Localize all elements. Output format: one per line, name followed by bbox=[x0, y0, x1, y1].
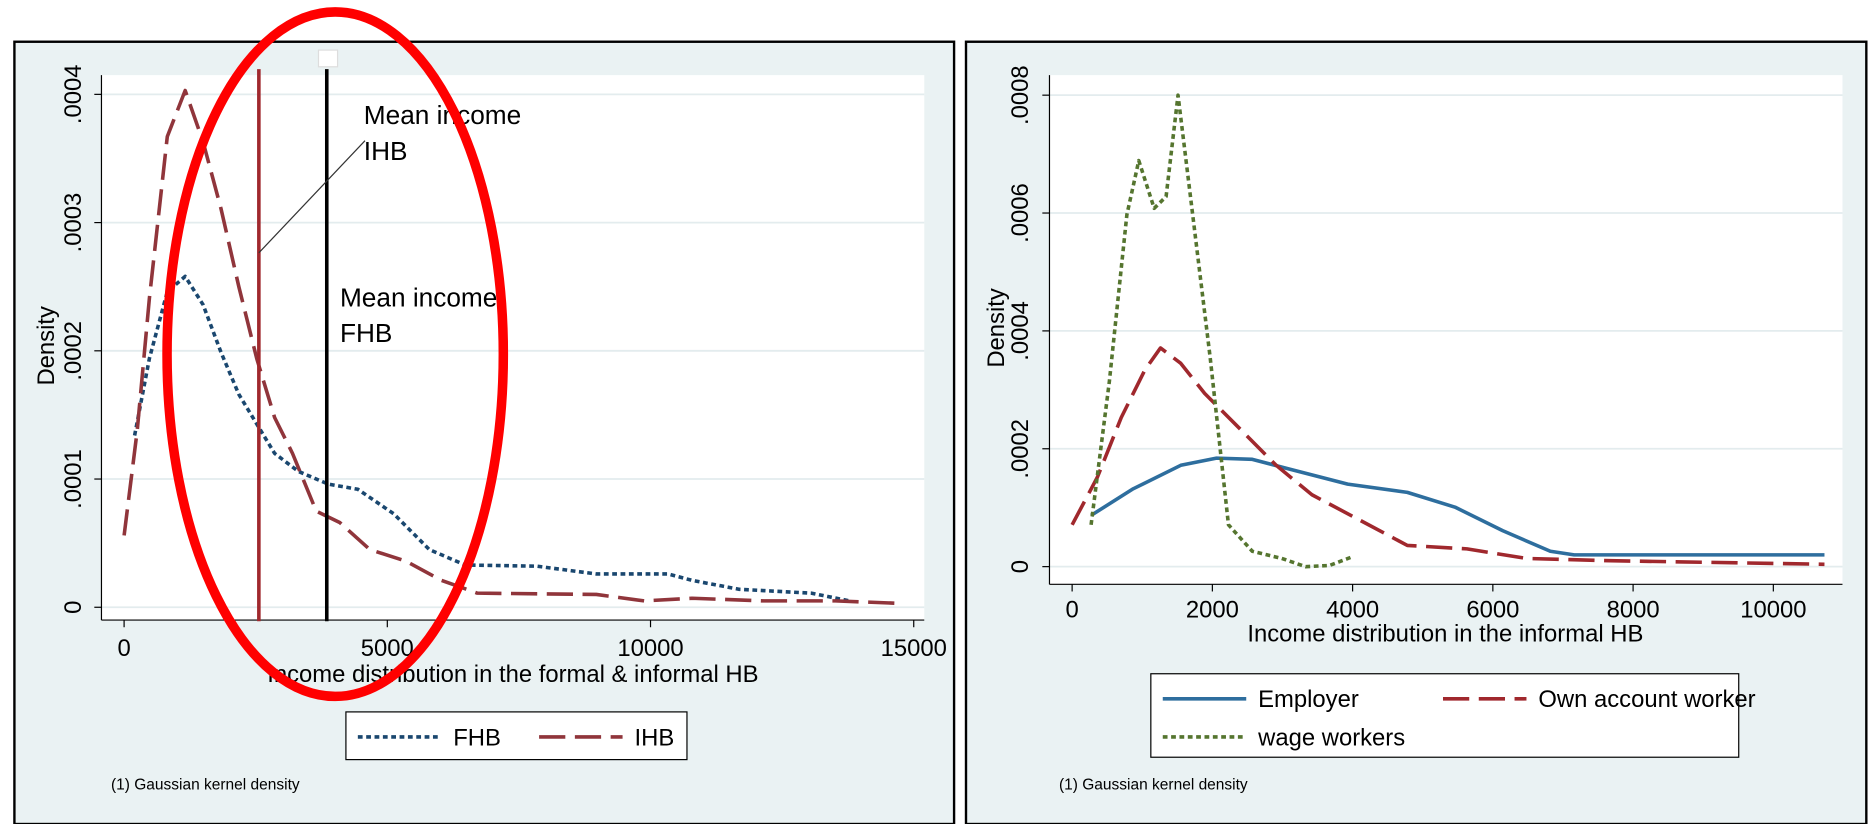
density-line bbox=[132, 274, 850, 603]
marker bbox=[317, 49, 339, 68]
y-tick-label: .0003 bbox=[60, 193, 87, 253]
density-line bbox=[1089, 93, 1352, 569]
x-tick-label: 6000 bbox=[1466, 597, 1519, 624]
plot-area bbox=[101, 75, 925, 621]
y-tick-label: 0 bbox=[1007, 560, 1034, 573]
y-tick-label: 0 bbox=[60, 601, 87, 614]
x-axis-label: Income distribution in the informal HB bbox=[1247, 621, 1643, 648]
note: (1) Gaussian kernel density bbox=[1059, 776, 1248, 793]
legend-label: Employer bbox=[1258, 686, 1359, 713]
y-tick-label: .0008 bbox=[1007, 65, 1034, 125]
y-axis-label: Density bbox=[33, 306, 60, 386]
annotation: Mean income bbox=[364, 100, 521, 130]
note: (1) Gaussian kernel density bbox=[111, 776, 300, 793]
y-tick-label: .0002 bbox=[60, 321, 87, 381]
annotation-pointer bbox=[258, 140, 366, 254]
annotation: FHB bbox=[340, 318, 392, 348]
x-tick-label: 4000 bbox=[1326, 597, 1379, 624]
y-tick-label: .0004 bbox=[60, 65, 87, 125]
y-tick-label: .0006 bbox=[1007, 183, 1034, 243]
y-tick-label: .0004 bbox=[1007, 301, 1034, 361]
annotation: IHB bbox=[364, 136, 408, 166]
y-tick-label: .0002 bbox=[1007, 419, 1034, 479]
x-tick-label: 10000 bbox=[1740, 597, 1806, 624]
x-axis-label: Income distribution in the formal & info… bbox=[267, 661, 758, 688]
x-tick-label: 0 bbox=[1065, 597, 1078, 624]
density-line bbox=[1070, 346, 1825, 567]
legend-label: IHB bbox=[634, 724, 674, 751]
x-tick-label: 0 bbox=[117, 635, 130, 662]
density-line bbox=[122, 88, 901, 606]
x-tick-label: 5000 bbox=[361, 635, 414, 662]
legend-label: wage workers bbox=[1257, 724, 1405, 751]
legend-label: FHB bbox=[453, 724, 501, 751]
x-tick-label: 15000 bbox=[881, 635, 947, 662]
plot-area bbox=[1049, 75, 1843, 585]
y-tick-label: .0001 bbox=[60, 449, 87, 509]
legend-box bbox=[1150, 673, 1740, 758]
highlight-ellipse bbox=[162, 7, 509, 702]
density-line bbox=[1090, 456, 1825, 557]
x-tick-label: 10000 bbox=[617, 635, 683, 662]
x-tick-label: 2000 bbox=[1186, 597, 1239, 624]
legend-label: Own account worker bbox=[1538, 686, 1755, 713]
annotation: Mean income bbox=[340, 282, 497, 312]
y-axis-label: Density bbox=[983, 288, 1010, 368]
x-tick-label: 8000 bbox=[1607, 597, 1660, 624]
